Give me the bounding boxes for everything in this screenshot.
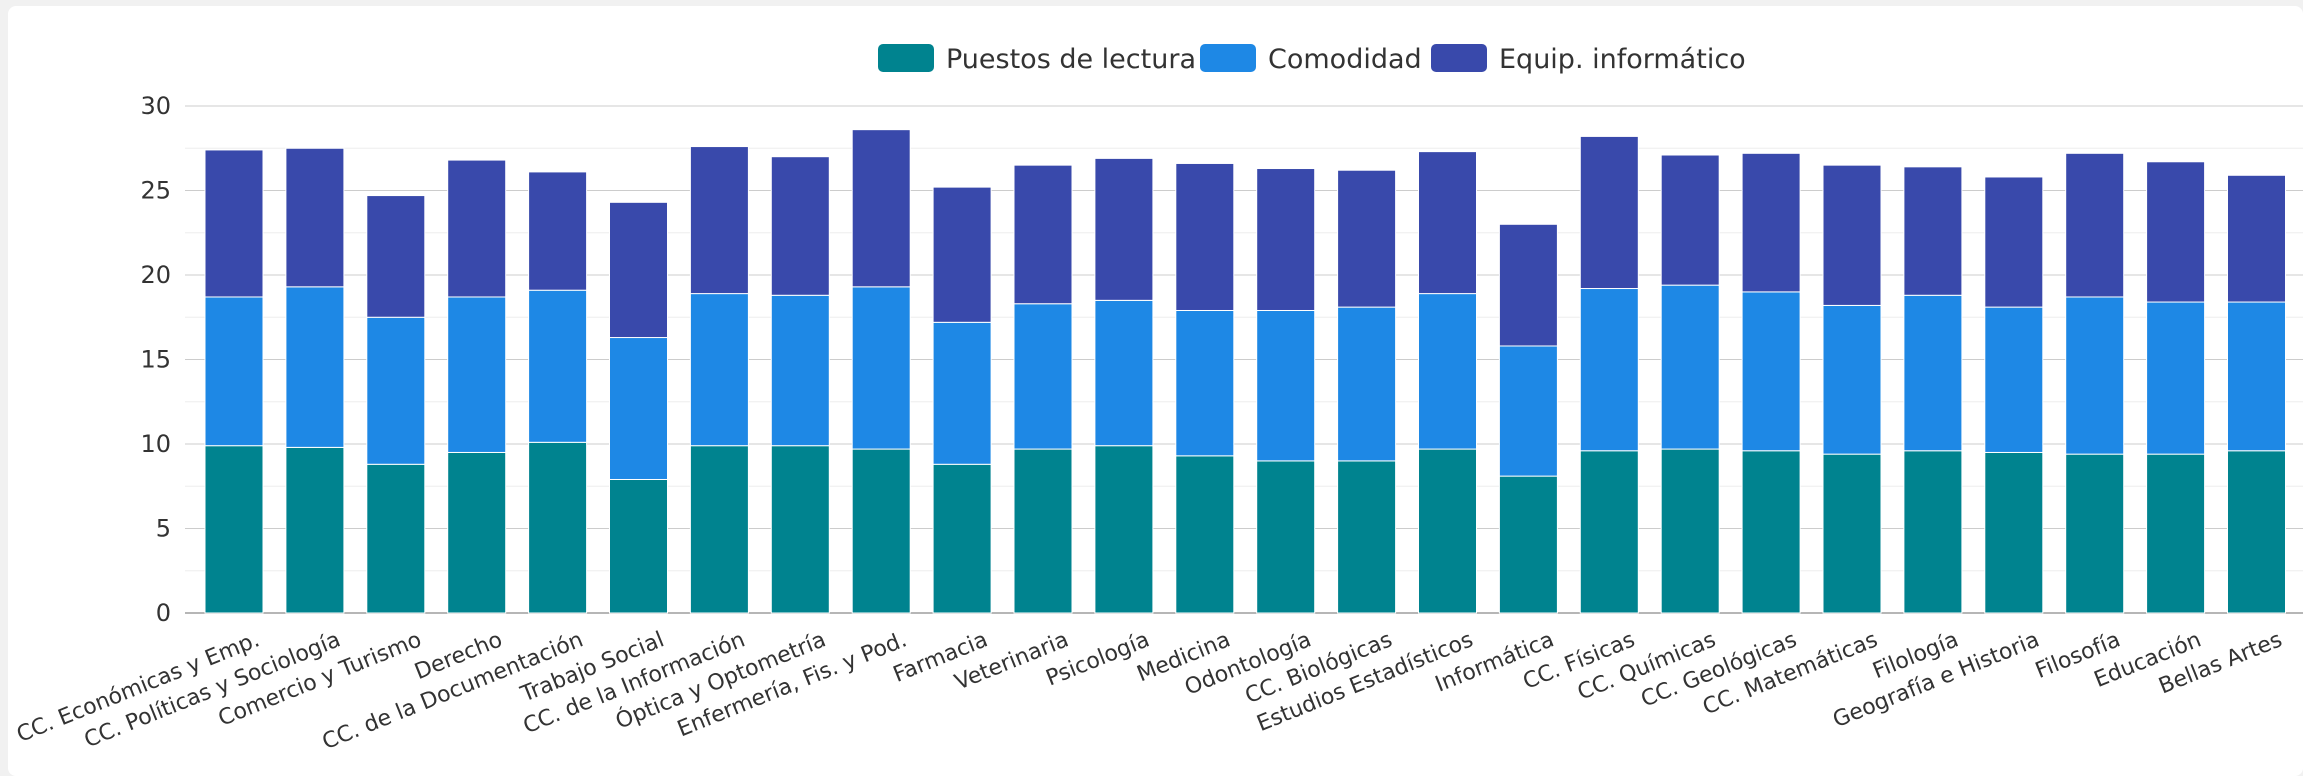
bar-segment (1660, 284, 1720, 450)
bar-segment (1418, 293, 1477, 450)
bar-segment (528, 289, 588, 443)
bar-segment (2146, 161, 2206, 303)
bar-segment (1175, 162, 1235, 311)
bar-segment (1822, 304, 1882, 455)
bar-segment (1741, 450, 1801, 614)
bar-segment (1498, 223, 1558, 347)
bar-segment (1579, 135, 1639, 290)
bar-segment (1094, 445, 1154, 614)
bar-segment (1175, 455, 1235, 614)
bar-segment (204, 149, 264, 298)
bar-segment (689, 293, 749, 447)
bar-segment (2227, 301, 2286, 452)
bar-segment (1498, 475, 1558, 614)
bar-segment (2065, 296, 2125, 455)
bar-segment (447, 451, 507, 614)
bar-segment (2065, 453, 2125, 614)
bar-segment (2146, 453, 2206, 614)
bar-segment (285, 147, 345, 288)
bar-segment (204, 445, 264, 614)
bar-segment (1984, 451, 2044, 614)
bar-segment (447, 159, 507, 298)
bar-segment (1903, 166, 1963, 296)
y-tick-label: 5 (156, 515, 171, 543)
bar-segment (1660, 448, 1720, 614)
bar-segment (609, 201, 668, 339)
bar-segment (366, 195, 426, 318)
y-tick-label: 30 (140, 92, 171, 120)
bar-segment (2227, 450, 2286, 614)
bar-segment (447, 296, 507, 453)
legend-label: Puestos de lectura (946, 44, 1196, 75)
bar-segment (528, 441, 588, 614)
chart-card: 0 5 10 15 20 25 30 CC. Económicas y Emp. CC. Pol… (8, 6, 2303, 776)
bar-segment (285, 446, 345, 614)
bar-segment (1013, 448, 1073, 614)
bar-segment (609, 478, 668, 614)
y-tick-label: 0 (156, 599, 171, 627)
bar-segment (689, 146, 749, 295)
bar-segment (2065, 152, 2125, 298)
bar-segment (1498, 345, 1558, 477)
bar-segment (285, 286, 345, 448)
bar-segment (1256, 460, 1316, 614)
bar-segment (204, 296, 264, 447)
bar-segment (1094, 157, 1154, 301)
y-tick-label: 10 (140, 430, 171, 458)
bar-segment (1984, 306, 2044, 453)
bar-segment (2146, 301, 2206, 455)
bar-segment (1579, 288, 1639, 452)
bar-segment (528, 171, 588, 291)
bar-segment (932, 321, 992, 465)
bar-segment (1256, 309, 1316, 462)
bar-segment (1984, 176, 2044, 308)
bar-segment (1337, 306, 1397, 462)
legend-label: Equip. informático (1499, 44, 1746, 75)
bar-segment (1337, 460, 1397, 614)
bar-segment (1903, 450, 1963, 614)
y-tick-label: 25 (140, 177, 171, 205)
bar-segment (932, 463, 992, 614)
bar-segment (851, 129, 911, 288)
bar-segment (689, 445, 749, 614)
bar-segment (770, 294, 830, 447)
bar-segment (1418, 448, 1477, 614)
bar-segment (1822, 164, 1882, 306)
bar-segment (932, 186, 992, 323)
bar-segment (2227, 174, 2286, 303)
bar-segment (770, 156, 830, 296)
bar-segment (851, 286, 911, 450)
bar-segment (1741, 291, 1801, 452)
legend-label: Comodidad (1268, 44, 1422, 75)
bar-segment (851, 448, 911, 614)
bar-segment (1903, 294, 1963, 452)
bar-segment (1418, 151, 1477, 295)
bar-segment (1094, 299, 1154, 447)
bar-segment (1175, 309, 1235, 457)
bar-segment (366, 316, 426, 465)
bar-segment (1013, 303, 1073, 450)
bar-segment (770, 445, 830, 614)
legend-swatch (1431, 44, 1487, 72)
bar-segment (1822, 453, 1882, 614)
bar-segment (1337, 169, 1397, 308)
bar-segment (1579, 450, 1639, 614)
bar-segment (366, 463, 426, 614)
bar-segment (1013, 164, 1073, 305)
bar-segment (1256, 168, 1316, 311)
bar-segment (1660, 154, 1720, 286)
legend-swatch (878, 44, 934, 72)
legend-swatch (1200, 44, 1256, 72)
y-tick-label: 20 (140, 261, 171, 289)
y-tick-label: 15 (140, 346, 171, 374)
bar-segment (609, 337, 668, 480)
bar-segment (1741, 152, 1801, 293)
